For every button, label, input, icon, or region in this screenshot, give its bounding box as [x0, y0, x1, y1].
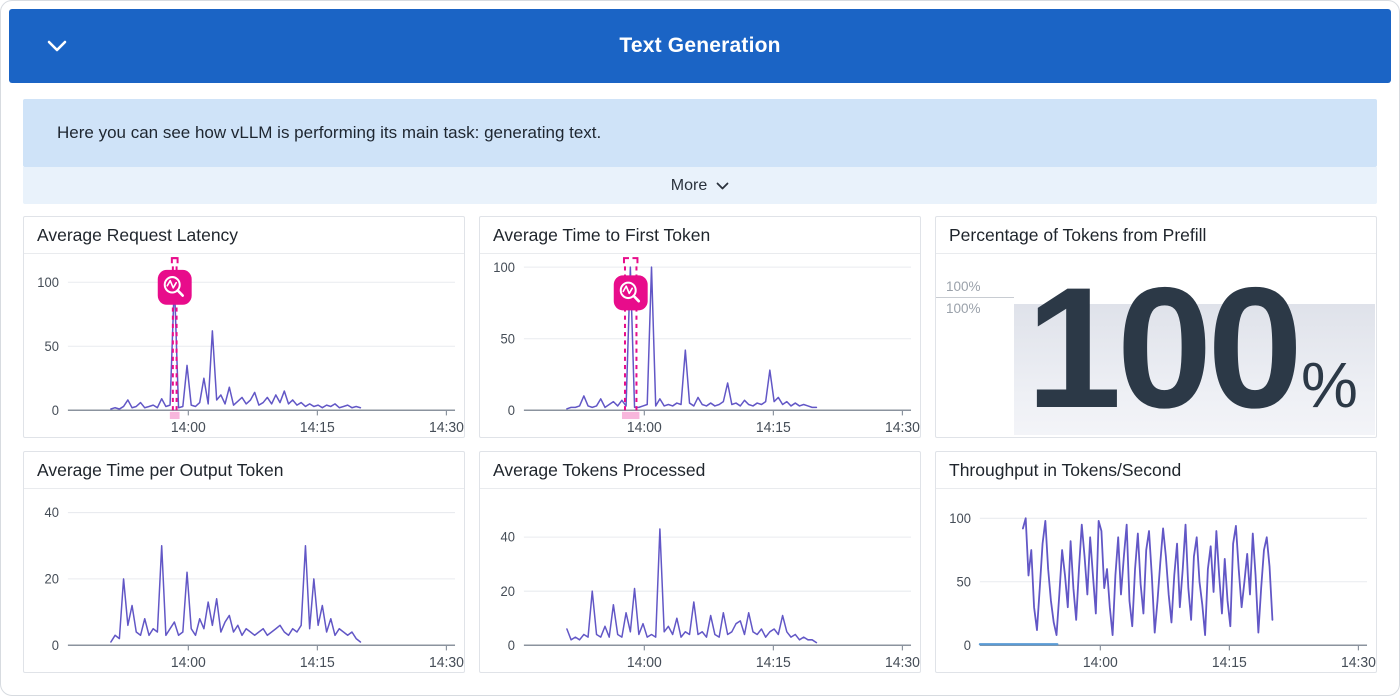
svg-text:50: 50: [45, 339, 59, 354]
panel-body: 0 20 40 14:00 14:15 14:30: [24, 489, 464, 672]
panel-title[interactable]: Average Time per Output Token: [24, 452, 464, 489]
svg-text:50: 50: [957, 574, 971, 589]
svg-text:14:30: 14:30: [429, 655, 464, 671]
chevron-down-icon[interactable]: [39, 9, 75, 83]
row-header[interactable]: Text Generation: [9, 9, 1391, 83]
panel-body: 100% 100% 100 %: [936, 254, 1376, 437]
svg-text:0: 0: [52, 403, 59, 418]
panel-throughput-tokens-second: Throughput in Tokens/Second 0 50 100 14:00 1…: [935, 451, 1377, 673]
time-series-chart[interactable]: 0 50 100 14:00 14:15 14:30: [24, 254, 464, 437]
panel-average-tokens-processed: Average Tokens Processed 0 20 40 14:00 14:15…: [479, 451, 921, 673]
svg-text:14:30: 14:30: [885, 420, 920, 436]
svg-text:100: 100: [37, 275, 59, 290]
stat-axis-labels: 100% 100%: [936, 276, 1014, 319]
svg-text:14:30: 14:30: [429, 420, 464, 436]
svg-text:14:15: 14:15: [1212, 655, 1247, 671]
time-series-chart[interactable]: 0 50 100 14:00 14:15 14:30: [480, 254, 920, 437]
svg-text:0: 0: [508, 403, 515, 418]
svg-text:14:15: 14:15: [756, 420, 791, 436]
more-button[interactable]: More: [23, 167, 1377, 204]
panel-title[interactable]: Throughput in Tokens/Second: [936, 452, 1376, 489]
svg-text:14:00: 14:00: [1083, 655, 1118, 671]
svg-text:14:00: 14:00: [627, 655, 662, 671]
svg-text:14:00: 14:00: [171, 420, 206, 436]
svg-text:50: 50: [501, 331, 515, 346]
svg-text:14:00: 14:00: [171, 655, 206, 671]
stat-axis-label: 100%: [936, 276, 1014, 298]
svg-text:14:15: 14:15: [300, 655, 335, 671]
stat-sparkline-area: [1014, 304, 1375, 435]
time-series-chart[interactable]: 0 50 100 14:00 14:15 14:30: [936, 489, 1376, 672]
panel-grid: Average Request Latency 0 50 100 14:00 14:15…: [23, 216, 1377, 673]
panel-percentage-tokens-from-prefill: Percentage of Tokens from Prefill 100% 1…: [935, 216, 1377, 438]
callout-text: Here you can see how vLLM is performing …: [57, 123, 602, 142]
svg-text:14:30: 14:30: [885, 655, 920, 671]
panel-body: 0 50 100 14:00 14:15 14:30: [24, 254, 464, 437]
row-title: Text Generation: [619, 34, 781, 57]
panel-body: 0 50 100 14:00 14:15 14:30: [480, 254, 920, 437]
panel-average-time-per-output-token: Average Time per Output Token 0 20 40 14:00…: [23, 451, 465, 673]
stat-unit: %: [1301, 349, 1358, 422]
svg-text:40: 40: [45, 505, 59, 520]
svg-text:14:15: 14:15: [300, 420, 335, 436]
svg-text:20: 20: [501, 584, 515, 599]
info-callout: Here you can see how vLLM is performing …: [23, 99, 1377, 167]
svg-text:0: 0: [508, 638, 515, 653]
svg-text:14:30: 14:30: [1341, 655, 1376, 671]
stat-value: 100: [1026, 252, 1303, 445]
time-series-chart[interactable]: 0 20 40 14:00 14:15 14:30: [480, 489, 920, 672]
svg-text:0: 0: [52, 638, 59, 653]
svg-text:0: 0: [964, 638, 971, 653]
panel-title[interactable]: Percentage of Tokens from Prefill: [936, 217, 1376, 254]
time-series-chart[interactable]: 0 20 40 14:00 14:15 14:30: [24, 489, 464, 672]
svg-text:100: 100: [493, 260, 515, 275]
svg-text:100: 100: [949, 511, 971, 526]
panel-title[interactable]: Average Tokens Processed: [480, 452, 920, 489]
panel-title[interactable]: Average Time to First Token: [480, 217, 920, 254]
svg-text:14:15: 14:15: [756, 655, 791, 671]
stat-axis-label: 100%: [946, 301, 981, 316]
stat-value-group: 100 %: [1014, 262, 1370, 434]
more-label: More: [670, 176, 708, 194]
panel-average-request-latency: Average Request Latency 0 50 100 14:00 14:15…: [23, 216, 465, 438]
chevron-down-icon: [716, 177, 729, 195]
panel-body: 0 50 100 14:00 14:15 14:30: [936, 489, 1376, 672]
svg-text:14:00: 14:00: [627, 420, 662, 436]
svg-text:40: 40: [501, 530, 515, 545]
panel-average-time-to-first-token: Average Time to First Token 0 50 100 14:00 1…: [479, 216, 921, 438]
panel-body: 0 20 40 14:00 14:15 14:30: [480, 489, 920, 672]
svg-text:20: 20: [45, 571, 59, 586]
panel-title[interactable]: Average Request Latency: [24, 217, 464, 254]
